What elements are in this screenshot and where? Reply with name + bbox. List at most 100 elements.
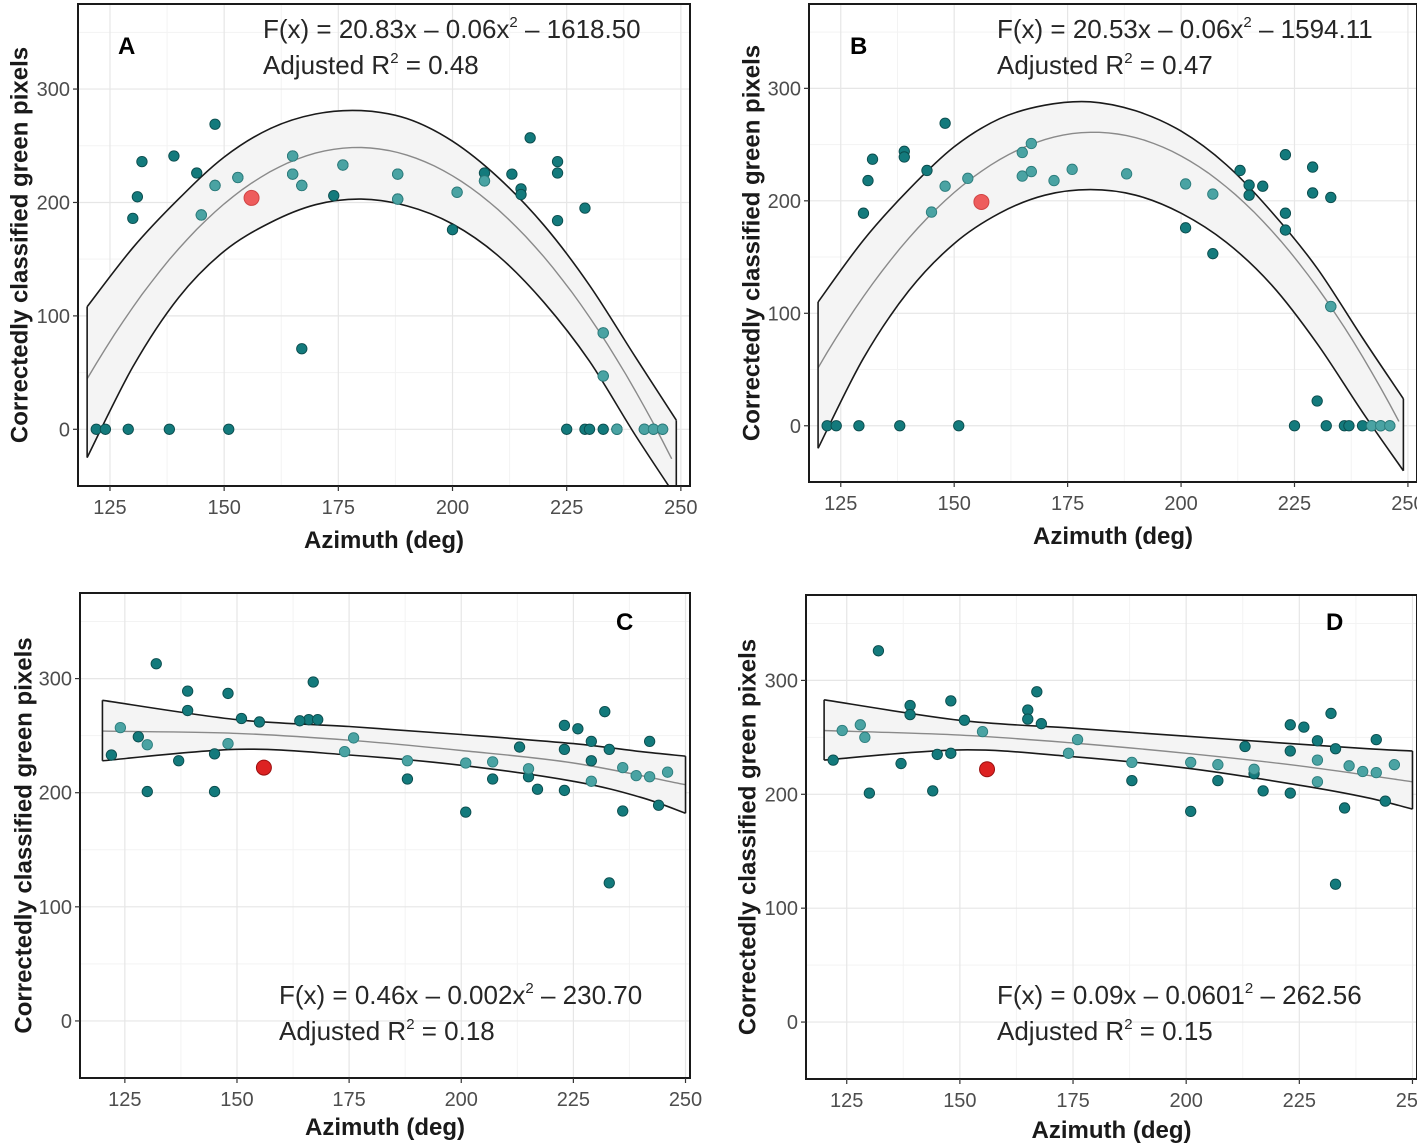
- data-point: [872, 645, 885, 657]
- x-axis-label: Azimuth (deg): [1033, 523, 1193, 550]
- data-point: [1126, 774, 1138, 787]
- r2-main: Adjusted R: [263, 50, 390, 80]
- data-point: [208, 748, 221, 760]
- confidence-band: [87, 110, 677, 486]
- data-point: [1185, 805, 1197, 818]
- data-point-light: [1370, 767, 1382, 779]
- data-point-light: [1212, 759, 1224, 771]
- x-tick-label: 225: [550, 497, 583, 519]
- data-point: [253, 716, 266, 728]
- r2-text: Adjusted R2 = 0.15: [997, 1016, 1213, 1046]
- y-tick-label: 200: [37, 192, 70, 214]
- data-point-light: [1016, 146, 1028, 159]
- y-axis-ticks: 0 100 200 300: [39, 669, 80, 1033]
- data-point-light: [1311, 776, 1324, 788]
- plot-area: [101, 658, 687, 889]
- r2-text: Adjusted R2 = 0.18: [279, 1016, 495, 1046]
- x-tick-label: 175: [332, 1089, 365, 1111]
- data-point: [105, 749, 118, 761]
- r2-main: Adjusted R: [279, 1016, 406, 1046]
- data-point: [208, 785, 221, 798]
- panel-c: 125 150 175 200 225 250 0 100 200 300 Azimuth (d…: [11, 592, 702, 1141]
- data-point-light: [338, 745, 351, 758]
- r2-superscript: 2: [1124, 1016, 1132, 1033]
- highlighted-point: [243, 189, 260, 206]
- equation-superscript: 2: [525, 980, 533, 997]
- x-axis-ticks: 125 150 175 200 225 250: [108, 1078, 702, 1111]
- data-point: [312, 714, 324, 726]
- r2-tail: = 0.15: [1133, 1016, 1213, 1046]
- data-point: [1325, 707, 1337, 720]
- panel-label: D: [1326, 609, 1343, 636]
- x-tick-label: 200: [1164, 493, 1197, 515]
- data-points: [105, 658, 674, 889]
- data-point: [1338, 802, 1351, 814]
- data-point: [583, 423, 596, 435]
- y-tick-label: 300: [39, 669, 72, 691]
- data-point: [1298, 721, 1310, 733]
- confidence-band: [102, 700, 686, 814]
- x-axis-label: Azimuth (deg): [305, 1114, 465, 1141]
- data-point-light: [1126, 756, 1138, 769]
- data-point-light: [597, 327, 609, 339]
- data-point: [99, 423, 112, 435]
- confidence-band-lower: [817, 188, 1405, 472]
- equation-tail: – 262.56: [1253, 980, 1361, 1010]
- data-point-light: [392, 168, 404, 180]
- x-tick-label: 250: [1391, 493, 1417, 515]
- data-point-light: [836, 724, 848, 737]
- x-tick-label: 125: [108, 1089, 141, 1111]
- data-point: [1022, 713, 1034, 725]
- data-point: [939, 117, 951, 129]
- x-tick-label: 175: [1051, 493, 1084, 515]
- data-point: [122, 423, 134, 435]
- plot-frame: [77, 3, 691, 487]
- data-point: [1370, 733, 1382, 746]
- data-point: [1257, 180, 1269, 192]
- data-point: [921, 164, 933, 177]
- y-tick-label: 100: [37, 306, 70, 328]
- y-tick-label: 0: [59, 419, 70, 441]
- x-tick-label: 150: [938, 493, 971, 515]
- r2-superscript: 2: [406, 1016, 414, 1033]
- data-point: [953, 420, 965, 432]
- confidence-band-upper: [86, 109, 677, 421]
- data-point-light: [460, 757, 472, 769]
- data-point: [1239, 740, 1251, 753]
- plot-area: [86, 109, 678, 486]
- x-axis-ticks: 125 150 175 200 225 250: [830, 1079, 1417, 1112]
- fit-curve: [817, 131, 1400, 422]
- data-point: [945, 695, 957, 707]
- data-points: [827, 645, 1401, 890]
- data-point-light: [1016, 170, 1028, 182]
- data-point: [1212, 774, 1224, 787]
- highlighted-point: [979, 761, 996, 778]
- panel-label: A: [118, 33, 135, 60]
- data-point-light: [478, 175, 491, 187]
- x-axis-label: Azimuth (deg): [1032, 1117, 1192, 1144]
- data-point: [127, 212, 139, 224]
- x-tick-label: 125: [93, 497, 126, 519]
- y-axis-ticks: 0 100 200 300: [37, 79, 78, 441]
- data-point-light: [1062, 747, 1075, 759]
- data-point-light: [630, 769, 642, 782]
- fit-curve: [102, 730, 686, 786]
- equation-text: F(x) = 0.46x – 0.002x2 – 230.70: [279, 980, 642, 1010]
- confidence-band-lower: [102, 748, 686, 814]
- data-point: [446, 224, 459, 236]
- data-point-light: [617, 761, 629, 774]
- x-tick-label: 250: [669, 1089, 702, 1111]
- equation-superscript: 2: [1245, 980, 1253, 997]
- data-point-light: [209, 179, 221, 192]
- y-tick-label: 200: [765, 784, 798, 806]
- data-point: [531, 783, 544, 795]
- x-tick-label: 200: [445, 1089, 478, 1111]
- y-axis-label: Correctedly classified green pixels: [739, 45, 766, 441]
- data-point: [168, 150, 180, 162]
- y-tick-label: 200: [768, 191, 801, 213]
- equation-tail: – 230.70: [534, 980, 642, 1010]
- data-point: [181, 685, 194, 697]
- data-point-light: [597, 370, 609, 382]
- plot-frame: [808, 3, 1417, 483]
- data-point-light: [1071, 733, 1084, 746]
